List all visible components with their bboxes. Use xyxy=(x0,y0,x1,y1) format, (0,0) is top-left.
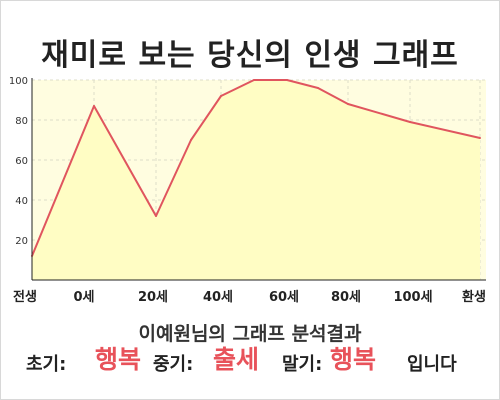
data-point-10 xyxy=(479,137,481,139)
data-point-1 xyxy=(93,105,95,107)
late-stage-value: 행복 xyxy=(330,345,377,374)
chart-title: 재미로 보는 당신의 인생 그래프 xyxy=(41,38,459,73)
result-suffix: 입니다 xyxy=(407,354,457,375)
late-stage-label: 말기: xyxy=(282,354,323,375)
data-point-6 xyxy=(286,79,288,81)
y-tick-label-40: 40 xyxy=(15,196,28,207)
x-tick-label-5: 80세 xyxy=(331,290,361,305)
analysis-result-line: 초기: 행복 중기: 출세 말기: 행복 입니다 xyxy=(0,345,500,386)
middle-stage-value: 출세 xyxy=(213,345,260,374)
data-point-5 xyxy=(253,79,255,81)
data-point-3 xyxy=(190,139,192,141)
x-tick-label-2: 20세 xyxy=(138,290,168,305)
early-stage-label: 초기: xyxy=(26,354,67,375)
x-tick-label-1: 0세 xyxy=(73,290,94,305)
data-point-2 xyxy=(155,215,157,217)
x-tick-label-4: 60세 xyxy=(269,290,299,305)
x-tick-label-0: 전생 xyxy=(13,289,37,305)
y-tick-label-20: 20 xyxy=(15,236,28,247)
x-tick-label-6: 100세 xyxy=(393,290,432,305)
data-point-4 xyxy=(220,95,222,97)
area-fill xyxy=(32,80,480,280)
x-tick-label-3: 40세 xyxy=(203,290,233,305)
y-tick-label-80: 80 xyxy=(15,116,28,127)
data-point-8 xyxy=(347,103,349,105)
y-tick-label-100: 100 xyxy=(9,76,28,87)
analysis-result-title: 이예원님의 그래프 분석결과 xyxy=(138,323,362,345)
y-tick-label-60: 60 xyxy=(15,156,28,167)
x-tick-label-7: 환생 xyxy=(462,289,486,305)
data-point-7 xyxy=(317,87,319,89)
data-point-9 xyxy=(409,121,411,123)
early-stage-value: 행복 xyxy=(95,345,142,374)
middle-stage-label: 중기: xyxy=(153,354,194,375)
